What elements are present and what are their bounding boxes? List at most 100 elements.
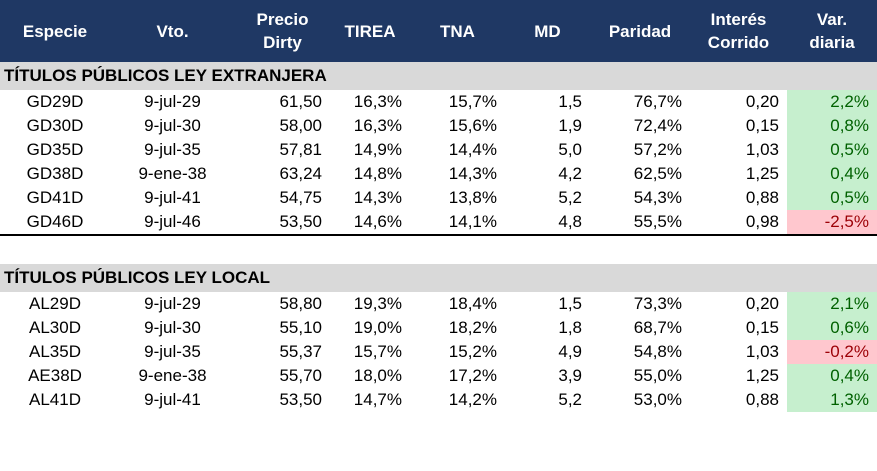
cell-precio-dirty: 55,70	[279, 366, 322, 385]
header-label: Var.	[816, 10, 848, 29]
cell-precio-dirty: 57,81	[279, 140, 322, 159]
cell-md: 5,0	[558, 140, 582, 159]
table-row: AL29D 9-jul-29 58,80 19,3% 18,4% 1,5 73,3% 0,20…	[0, 292, 877, 316]
cell-tirea: 19,3%	[353, 294, 402, 313]
table-row: AE38D 9-ene-38 55,70 18,0% 17,2% 3,9 55,0% 1,25…	[0, 364, 877, 388]
table-row: GD29D 9-jul-29 61,50 16,3% 15,7% 1,5 76,7% 0,20…	[0, 90, 877, 114]
cell-var-diaria: 0,6%	[787, 316, 877, 340]
section-header: TÍTULOS PÚBLICOS LEY LOCAL	[0, 264, 877, 292]
cell-tna: 14,3%	[448, 164, 497, 183]
cell-interes-corrido: 1,25	[745, 164, 779, 183]
cell-tna: 18,2%	[448, 318, 497, 337]
spacer-row	[0, 235, 877, 264]
section-header: TÍTULOS PÚBLICOS LEY EXTRANJERA	[0, 62, 877, 90]
cell-paridad: 73,3%	[633, 294, 682, 313]
cell-md: 1,9	[558, 116, 582, 135]
cell-paridad: 68,7%	[633, 318, 682, 337]
cell-md: 1,5	[558, 92, 582, 111]
table-row: GD41D 9-jul-41 54,75 14,3% 13,8% 5,2 54,3% 0,88…	[0, 186, 877, 210]
section-title: TÍTULOS PÚBLICOS LEY LOCAL	[0, 264, 877, 292]
cell-vto: 9-jul-41	[144, 188, 201, 207]
cell-vto: 9-jul-30	[144, 116, 201, 135]
cell-md: 5,2	[558, 188, 582, 207]
table-row: GD30D 9-jul-30 58,00 16,3% 15,6% 1,9 72,4% 0,15…	[0, 114, 877, 138]
header-vto: Vto.	[110, 0, 235, 62]
header-label: Dirty	[263, 33, 302, 52]
cell-vto: 9-jul-41	[144, 390, 201, 409]
header-label: TNA	[440, 21, 475, 41]
cell-tna: 14,4%	[448, 140, 497, 159]
cell-paridad: 53,0%	[633, 390, 682, 409]
cell-tna: 14,1%	[410, 210, 505, 236]
cell-paridad: 55,0%	[633, 366, 682, 385]
cell-interes-corrido: 0,88	[745, 188, 779, 207]
header-label: Especie	[22, 21, 88, 41]
cell-precio-dirty: 61,50	[279, 92, 322, 111]
cell-interes-corrido: 0,88	[745, 390, 779, 409]
cell-interes-corrido: 1,03	[745, 342, 779, 361]
cell-interes-corrido: 1,25	[745, 366, 779, 385]
cell-especie: AL30D	[29, 318, 81, 337]
header-label: Vto.	[156, 21, 189, 41]
cell-precio-dirty: 53,50	[235, 210, 330, 236]
cell-md: 1,5	[558, 294, 582, 313]
cell-paridad: 54,3%	[633, 188, 682, 207]
cell-especie: GD29D	[26, 92, 84, 111]
cell-precio-dirty: 58,80	[279, 294, 322, 313]
cell-interes-corrido: 0,20	[745, 92, 779, 111]
cell-tirea: 14,6%	[330, 210, 410, 236]
table-row: GD46D 9-jul-46 53,50 14,6% 14,1% 4,8 55,5% 0,98…	[0, 210, 877, 236]
cell-vto: 9-jul-46	[110, 210, 235, 236]
header-label: Interés	[710, 10, 767, 29]
table-row: AL35D 9-jul-35 55,37 15,7% 15,2% 4,9 54,8% 1,03…	[0, 340, 877, 364]
cell-vto: 9-jul-35	[144, 140, 201, 159]
cell-tna: 14,2%	[448, 390, 497, 409]
header-label: Paridad	[608, 21, 672, 41]
cell-interes-corrido: 0,15	[745, 318, 779, 337]
cell-md: 5,2	[558, 390, 582, 409]
cell-interes-corrido: 0,20	[745, 294, 779, 313]
cell-tirea: 19,0%	[353, 318, 402, 337]
cell-md: 4,8	[505, 210, 590, 236]
cell-tna: 15,7%	[448, 92, 497, 111]
cell-vto: 9-ene-38	[138, 366, 207, 385]
cell-especie: AL35D	[29, 342, 81, 361]
cell-var-diaria: 1,3%	[787, 388, 877, 412]
table-row: AL41D 9-jul-41 53,50 14,7% 14,2% 5,2 53,0% 0,88…	[0, 388, 877, 412]
cell-paridad: 54,8%	[633, 342, 682, 361]
table-row: AL30D 9-jul-30 55,10 19,0% 18,2% 1,8 68,7% 0,15…	[0, 316, 877, 340]
cell-especie: AE38D	[28, 366, 82, 385]
header-row: Especie Vto. Precio Dirty TIREA TNA MD Paridad I…	[0, 0, 877, 62]
cell-precio-dirty: 53,50	[279, 390, 322, 409]
table-row: GD38D 9-ene-38 63,24 14,8% 14,3% 4,2 62,5% 1,25…	[0, 162, 877, 186]
header-tna: TNA	[410, 0, 505, 62]
cell-tirea: 14,9%	[353, 140, 402, 159]
cell-md: 4,2	[558, 164, 582, 183]
cell-especie: GD35D	[26, 140, 84, 159]
header-especie: Especie	[0, 0, 110, 62]
cell-tna: 13,8%	[448, 188, 497, 207]
section-title: TÍTULOS PÚBLICOS LEY EXTRANJERA	[0, 62, 877, 90]
header-tirea: TIREA	[330, 0, 410, 62]
header-label: Corrido	[707, 33, 770, 52]
cell-tirea: 16,3%	[353, 116, 402, 135]
header-label: diaria	[809, 33, 855, 52]
cell-tirea: 16,3%	[353, 92, 402, 111]
cell-especie: GD46D	[0, 210, 110, 236]
header-var-diaria: Var. diaria	[787, 0, 877, 62]
cell-var-diaria: -2,5%	[787, 210, 877, 236]
cell-tirea: 15,7%	[353, 342, 402, 361]
cell-paridad: 72,4%	[633, 116, 682, 135]
cell-especie: AL29D	[29, 294, 81, 313]
cell-precio-dirty: 63,24	[279, 164, 322, 183]
cell-interes-corrido: 0,15	[745, 116, 779, 135]
cell-vto: 9-jul-30	[144, 318, 201, 337]
cell-tirea: 14,7%	[353, 390, 402, 409]
table-row: GD35D 9-jul-35 57,81 14,9% 14,4% 5,0 57,2% 1,03…	[0, 138, 877, 162]
cell-vto: 9-ene-38	[138, 164, 207, 183]
cell-paridad: 76,7%	[633, 92, 682, 111]
header-label: Precio	[256, 10, 309, 29]
cell-especie: GD30D	[26, 116, 84, 135]
cell-especie: GD38D	[26, 164, 84, 183]
cell-var-diaria: 0,8%	[787, 114, 877, 138]
